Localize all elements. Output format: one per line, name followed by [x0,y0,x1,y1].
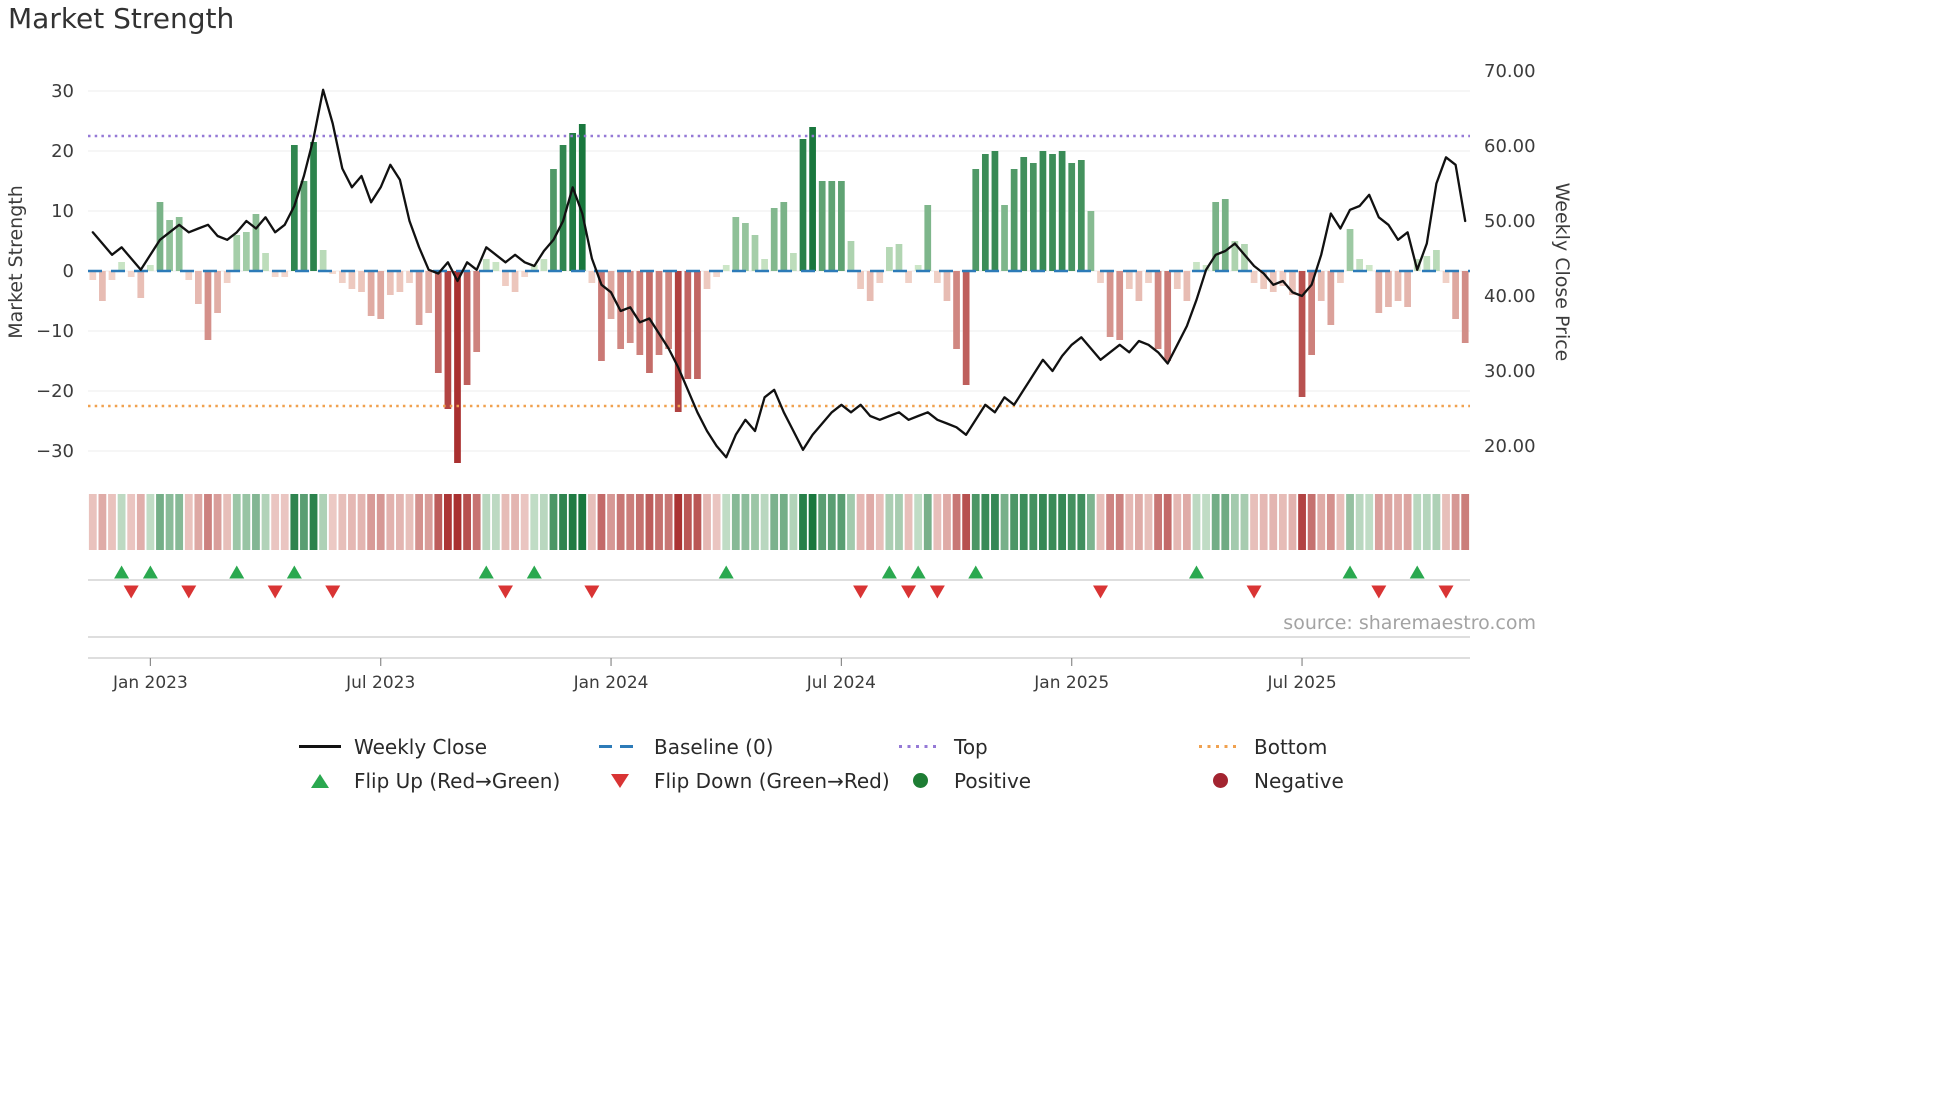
dashed-icon [599,744,641,749]
svg-text:Jul 2023: Jul 2023 [345,673,415,693]
legend-item-weekly-close: Weekly Close [296,733,596,760]
legend-swatch-box [896,773,944,788]
weekly-close-line [91,88,1467,459]
circle-icon [1212,773,1228,788]
svg-text:30: 30 [51,81,74,102]
right-axis-ticks: 70.00 60.00 50.00 40.00 30.00 20.00 [1484,61,1536,457]
svg-text:20.00: 20.00 [1484,436,1536,457]
triangle-up-icon [311,773,329,788]
dotted-icon [1199,744,1241,749]
svg-text:Jan 2024: Jan 2024 [573,673,649,693]
legend-swatch-box [896,744,944,749]
left-axis-label: Market Strength [5,185,27,339]
svg-text:Jan 2025: Jan 2025 [1033,673,1109,693]
x-axis-ticks: Jan 2023 Jul 2023 Jan 2024 Jul 2024 Jan 2025… [112,658,1337,693]
left-axis-ticks: 30 20 10 0 −10 −20 −30 [36,81,74,462]
reference-lines [88,134,1470,408]
source-text: source: sharemaestro.com [1283,612,1536,634]
chart-legend: Weekly Close Baseline (0) Top Bottom Flip Up… [296,733,1496,794]
legend-label: Top [954,734,988,759]
svg-text:Jan 2023: Jan 2023 [112,673,188,693]
legend-label: Positive [954,768,1032,793]
svg-text:Jul 2024: Jul 2024 [806,673,876,693]
flip-up-markers [114,565,1425,579]
legend-label: Negative [1254,768,1344,793]
chart-title: Market Strength [8,2,235,35]
svg-text:60.00: 60.00 [1484,136,1536,157]
circle-icon [912,773,928,788]
dotted-icon [899,744,941,749]
chart-canvas: 30 20 10 0 −10 −20 −30 70.00 60.00 50.00 40.00 30.0… [5,61,1573,693]
triangle-down-icon [611,773,629,788]
right-axis-label: Weekly Close Price [1551,183,1573,362]
legend-label: Baseline (0) [654,734,774,759]
legend-item-flip-up-red-green: Flip Up (Red→Green) [296,767,596,794]
line-icon [299,744,341,749]
svg-text:70.00: 70.00 [1484,61,1536,82]
legend-swatch-box [1196,744,1244,749]
legend-swatch-box [596,773,644,788]
legend-item-flip-down-green-red: Flip Down (Green→Red) [596,767,896,794]
legend-swatch-box [1196,773,1244,788]
legend-label: Flip Down (Green→Red) [654,768,890,793]
svg-text:10: 10 [51,201,74,222]
legend-label: Weekly Close [354,734,488,759]
svg-text:−10: −10 [36,321,74,342]
legend-swatch-box [296,773,344,788]
legend-item-positive: Positive [896,767,1196,794]
svg-text:50.00: 50.00 [1484,211,1536,232]
legend-item-bottom: Bottom [1196,733,1496,760]
svg-text:−20: −20 [36,381,74,402]
legend-item-top: Top [896,733,1196,760]
svg-text:Jul 2025: Jul 2025 [1266,673,1336,693]
legend-item-baseline-0: Baseline (0) [596,733,896,760]
flip-down-markers [123,585,1454,599]
legend-item-negative: Negative [1196,767,1496,794]
svg-text:20: 20 [51,141,74,162]
legend-swatch-box [296,744,344,749]
heatmap-strip [88,494,1470,550]
strength-bars [89,124,1469,463]
svg-text:−30: −30 [36,441,74,462]
svg-text:0: 0 [63,261,74,282]
svg-text:30.00: 30.00 [1484,361,1536,382]
svg-text:40.00: 40.00 [1484,286,1536,307]
legend-label: Flip Up (Red→Green) [354,768,561,793]
legend-label: Bottom [1254,734,1328,759]
legend-swatch-box [596,744,644,749]
